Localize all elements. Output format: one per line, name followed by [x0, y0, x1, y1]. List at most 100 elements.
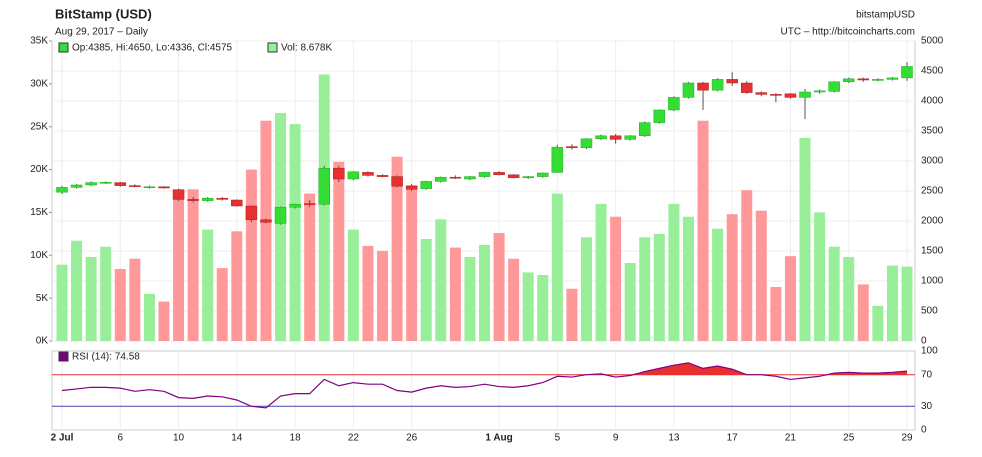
marks: 0500100015002000250030003500400045005000… [30, 36, 943, 444]
volume-bar [231, 231, 243, 341]
rsi-line [61, 362, 908, 409]
candle-body [770, 94, 782, 96]
volume-bar [755, 210, 767, 341]
y-tick-label: 30K [30, 78, 48, 89]
candle-body [872, 79, 884, 81]
x-tick-label: 21 [785, 433, 797, 444]
x-tick-label: 26 [406, 433, 418, 444]
volume-bar [406, 185, 418, 341]
x-tick-label: 22 [348, 433, 360, 444]
volume-bar [173, 189, 185, 341]
volume-bar [449, 247, 461, 341]
volume-bar [289, 124, 301, 342]
candle-body [318, 167, 330, 205]
x-tick-label: 13 [668, 433, 680, 444]
candle-body [755, 92, 768, 95]
candle-body [143, 186, 156, 189]
volume-bar [508, 258, 520, 341]
candle-body [901, 66, 913, 79]
y2-tick-label: 4000 [921, 96, 944, 107]
volume-bar [653, 233, 665, 341]
volume-bar [566, 288, 578, 341]
candle-body [333, 167, 345, 180]
x-tick-label: 14 [231, 433, 243, 444]
candle-body [886, 77, 899, 80]
y-tick-label: 25K [30, 121, 48, 132]
ohlc-legend: Op:4385, Hi:4650, Lo:4336, Cl:4575 [72, 43, 233, 54]
y2-tick-label: 500 [921, 306, 938, 317]
volume-bar [610, 216, 622, 341]
volume-bar [216, 268, 228, 341]
candle-body [158, 186, 170, 189]
volume-bar [362, 245, 374, 341]
candle-body [56, 187, 68, 193]
y2-tick-label: 1000 [921, 276, 944, 287]
volume-bar [304, 193, 316, 341]
volume-bar [187, 189, 199, 341]
candle-body [537, 172, 549, 177]
candle-body [347, 171, 360, 180]
volume-bar [682, 216, 694, 341]
source-url: UTC – http://bitcoincharts.com [781, 27, 916, 38]
volume-bar [712, 228, 724, 341]
candle-body [216, 197, 229, 200]
volume-bar [901, 266, 913, 341]
volume-bar [275, 113, 287, 341]
candle-body [260, 219, 272, 223]
volume-bar [333, 161, 345, 341]
rsi-tick-label: 100 [921, 346, 938, 357]
candle-body [842, 78, 855, 83]
volume-bar [828, 246, 840, 341]
candle-body [522, 176, 534, 179]
volume-bar [668, 203, 680, 341]
candle-body [172, 189, 185, 200]
volume-bar [697, 120, 709, 341]
volume-bar [56, 264, 68, 341]
x-tick-label: 5 [555, 433, 561, 444]
candle-body [231, 199, 243, 207]
candle-body [799, 91, 811, 98]
candle-body [668, 97, 680, 111]
candle-body [813, 90, 826, 93]
candle-body [493, 172, 505, 176]
candle-body [726, 79, 738, 84]
volume-bar [377, 251, 389, 341]
candle-body [201, 197, 214, 201]
rsi-legend: RSI (14): 74.58 [72, 352, 140, 363]
volume-bar [420, 239, 432, 341]
candle-body [566, 146, 578, 149]
volume-bar [624, 263, 636, 341]
y2-tick-label: 0 [921, 336, 927, 347]
x-tick-label: 9 [613, 433, 619, 444]
volume-bar [143, 293, 155, 341]
candle-body [682, 82, 695, 98]
volume-bar [347, 229, 359, 341]
x-tick-label: 18 [290, 433, 302, 444]
volume-bar [158, 301, 170, 341]
volume-bar [435, 219, 447, 341]
candle-body [70, 184, 83, 188]
candle-body [551, 146, 564, 173]
subtitle: Aug 29, 2017 – Daily [55, 27, 148, 38]
volume-bar [886, 265, 898, 341]
candle-body [435, 176, 447, 182]
volume-bar [464, 257, 476, 341]
chart-title: BitStamp (USD) [55, 6, 152, 21]
candle-body [595, 135, 607, 140]
volume-bar [71, 240, 83, 341]
candle-body [784, 93, 797, 98]
rsi-legend-swatch [58, 351, 69, 362]
volume-bar [493, 233, 505, 341]
volume-bar [595, 203, 607, 341]
candle-body [609, 135, 622, 140]
candle-body [639, 122, 651, 137]
volume-bar [857, 284, 869, 341]
volume-bar [245, 169, 257, 341]
candle-body [478, 172, 491, 177]
candle-body [405, 185, 418, 190]
candle-body [449, 176, 462, 179]
volume-bar [537, 275, 549, 341]
candle-body [289, 203, 301, 208]
y2-tick-label: 2000 [921, 216, 944, 227]
